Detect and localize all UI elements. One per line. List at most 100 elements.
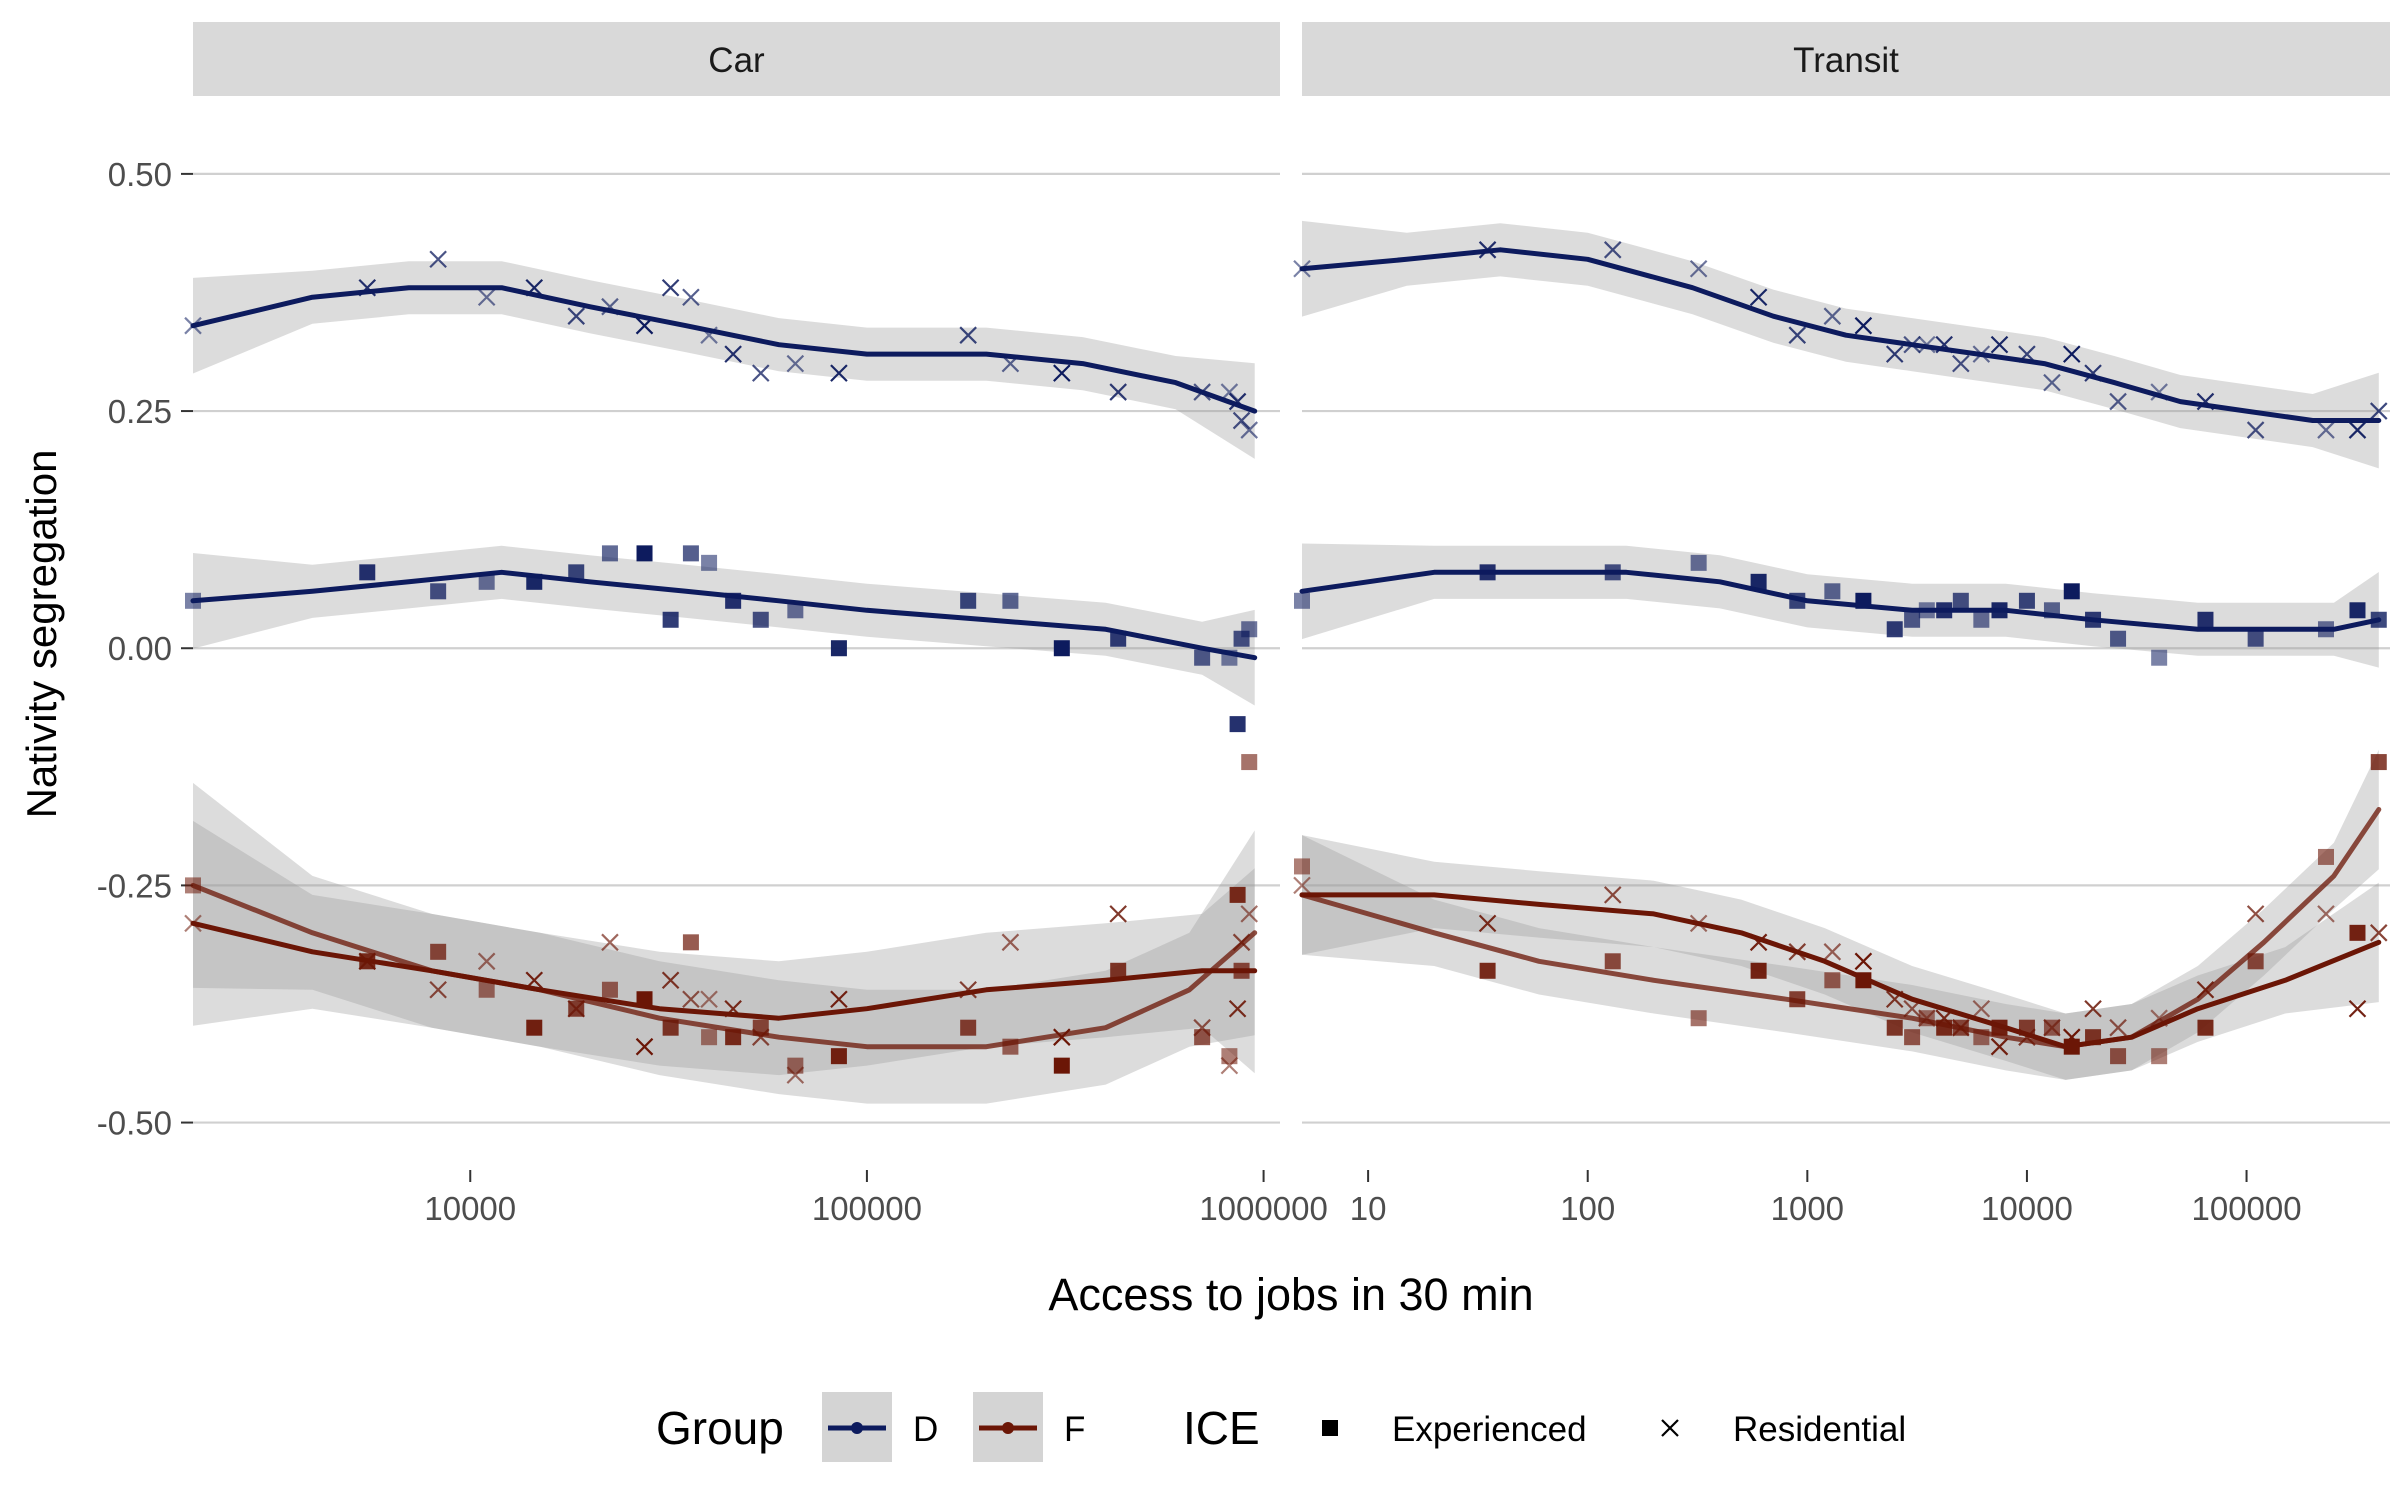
data-point-square xyxy=(1604,564,1621,581)
data-point-cross xyxy=(1903,999,1921,1018)
data-point-cross xyxy=(751,364,770,382)
data-point-square xyxy=(1233,962,1250,979)
data-point-square xyxy=(1824,583,1841,600)
x-tick-label: 10000 xyxy=(1981,1190,2073,1227)
data-point-square xyxy=(568,564,585,581)
confidence-band xyxy=(193,782,1255,1104)
data-point-square xyxy=(1194,649,1211,666)
x-tick-label: 100000 xyxy=(812,1190,922,1227)
confidence-band xyxy=(1302,835,2379,1080)
data-point-square xyxy=(1002,1038,1019,1055)
data-point-cross xyxy=(1903,335,1921,354)
y-tick-label: -0.50 xyxy=(97,1105,172,1142)
data-point-square xyxy=(601,545,618,562)
data-point-square xyxy=(2370,611,2387,628)
confidence-band xyxy=(1302,749,2379,1080)
data-point-square xyxy=(185,877,201,894)
data-point-square xyxy=(1789,991,1806,1008)
y-tick-label: -0.25 xyxy=(97,867,172,904)
data-point-square xyxy=(478,981,495,998)
legend-cross-symbol xyxy=(1661,1419,1679,1437)
data-point-square xyxy=(1991,1019,2008,1036)
data-point-square xyxy=(430,583,447,600)
data-point-square xyxy=(2197,1019,2214,1036)
data-point-square xyxy=(1002,592,1019,609)
data-point-square xyxy=(1750,573,1767,590)
data-point-square xyxy=(1229,886,1246,903)
data-point-cross xyxy=(2196,392,2215,411)
data-point-cross xyxy=(1749,288,1768,306)
data-point-square xyxy=(2043,602,2060,619)
data-point-square xyxy=(636,545,653,562)
data-point-square xyxy=(1991,602,2008,619)
data-point-square xyxy=(568,1000,585,1017)
data-point-square xyxy=(725,1029,742,1046)
data-point-square xyxy=(1886,1019,1903,1036)
data-point-square xyxy=(701,1029,718,1046)
data-point-square xyxy=(830,1048,847,1065)
data-point-cross xyxy=(1788,943,1807,961)
data-point-square xyxy=(185,592,201,609)
data-point-cross xyxy=(2348,421,2367,439)
data-point-cross xyxy=(1232,411,1251,430)
data-point-cross xyxy=(567,307,586,325)
data-point-cross xyxy=(1603,886,1622,904)
data-point-cross xyxy=(2348,999,2367,1018)
data-point-cross xyxy=(724,345,742,363)
data-point-cross xyxy=(1603,241,1622,259)
y-tick-label: 0.25 xyxy=(108,393,172,430)
data-point-cross xyxy=(635,1037,654,1056)
data-point-square xyxy=(1936,602,1953,619)
data-point-cross xyxy=(1240,905,1258,923)
data-point-square xyxy=(601,981,618,998)
legend-group-label: F xyxy=(1064,1410,1085,1449)
data-point-cross xyxy=(358,278,377,297)
data-point-cross xyxy=(1240,421,1258,439)
data-point-cross xyxy=(477,288,496,306)
data-point-square xyxy=(2247,953,2264,970)
data-point-square xyxy=(2063,583,2080,600)
data-point-square xyxy=(1194,1029,1211,1046)
legend-ice-title: ICE xyxy=(1183,1402,1260,1454)
data-point-cross xyxy=(525,278,544,297)
data-point-cross xyxy=(1689,914,1708,933)
data-point-cross xyxy=(830,990,848,1009)
data-point-cross xyxy=(1935,335,1953,354)
legend-key-point xyxy=(1002,1422,1014,1434)
confidence-band xyxy=(193,820,1255,1076)
data-point-cross xyxy=(184,914,202,933)
data-point-cross xyxy=(2150,1009,2168,1027)
data-point-square xyxy=(725,592,742,609)
x-tick-label: 100 xyxy=(1560,1190,1615,1227)
data-point-cross xyxy=(2062,345,2081,363)
data-point-square xyxy=(960,592,977,609)
facet-strip xyxy=(1302,22,2390,96)
data-point-square xyxy=(636,991,653,1008)
data-point-cross xyxy=(700,990,718,1009)
data-point-cross xyxy=(2043,373,2061,392)
data-point-cross xyxy=(2018,345,2036,363)
data-point-square xyxy=(1241,621,1258,638)
data-point-square xyxy=(752,611,769,628)
data-point-square xyxy=(2063,1038,2080,1055)
data-point-cross xyxy=(429,980,447,999)
data-point-square xyxy=(2317,848,2334,865)
data-point-square xyxy=(478,573,495,590)
data-point-square xyxy=(2151,649,2168,666)
data-point-square xyxy=(359,564,376,581)
confidence-band xyxy=(1302,220,2379,469)
data-point-square xyxy=(2085,611,2102,628)
data-point-square xyxy=(1229,716,1246,733)
data-point-square xyxy=(1221,1048,1238,1065)
data-point-square xyxy=(1904,1029,1921,1046)
data-point-cross xyxy=(601,933,619,952)
data-point-cross xyxy=(525,971,544,990)
data-point-square xyxy=(1824,972,1841,989)
data-point-cross xyxy=(635,316,654,335)
data-point-square xyxy=(2085,1029,2102,1046)
data-point-cross xyxy=(2369,924,2388,942)
data-point-square xyxy=(1690,554,1707,571)
data-point-square xyxy=(1294,592,1310,609)
